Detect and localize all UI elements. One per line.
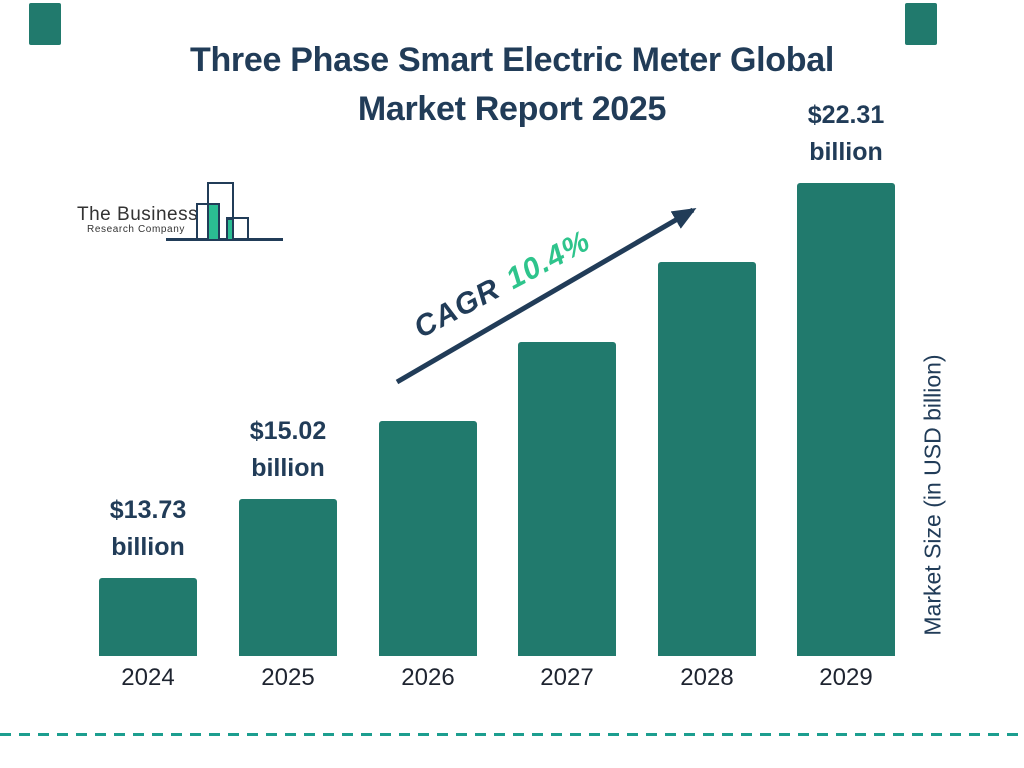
logo-bar-teal-small-icon: [226, 218, 234, 241]
x-axis-label-2026: 2026: [401, 664, 455, 691]
y-axis-label: Market Size (in USD billion): [919, 354, 946, 636]
x-axis-label-2025: 2025: [261, 664, 315, 691]
value-label-unit-2029: billion: [809, 138, 883, 166]
x-axis-label-2024: 2024: [121, 664, 175, 691]
bottom-dashed-rule: [0, 733, 1024, 736]
x-axis-label-2028: 2028: [680, 664, 734, 691]
x-axis-label-2027: 2027: [540, 664, 594, 691]
x-axis-label-2029: 2029: [819, 664, 873, 691]
value-label-2025: $15.02: [249, 417, 327, 445]
chart-title-line1: Three Phase Smart Electric Meter Global: [190, 41, 834, 79]
bar-2024: [99, 578, 197, 656]
logo-company-subname: Research Company: [87, 224, 185, 235]
chart-title: Three Phase Smart Electric Meter Global …: [0, 36, 1024, 134]
bar-2025: [239, 499, 337, 656]
bar-2029: [797, 183, 895, 656]
chart-title-line2: Market Report 2025: [357, 90, 667, 128]
logo-company-name: The Business: [77, 204, 199, 225]
cagr-arrow-icon: [395, 207, 697, 385]
value-label-unit-2025: billion: [251, 454, 325, 482]
bar-2028: [658, 262, 756, 656]
logo-bar-teal-icon: [207, 203, 220, 241]
value-label-2024: $13.73: [109, 496, 187, 524]
corner-accent-left: [29, 3, 61, 45]
value-label-unit-2024: billion: [111, 533, 185, 561]
bar-2027: [518, 342, 616, 656]
bar-2026: [379, 421, 477, 656]
value-label-2029: $22.31: [807, 101, 885, 129]
corner-accent-right: [905, 3, 937, 45]
